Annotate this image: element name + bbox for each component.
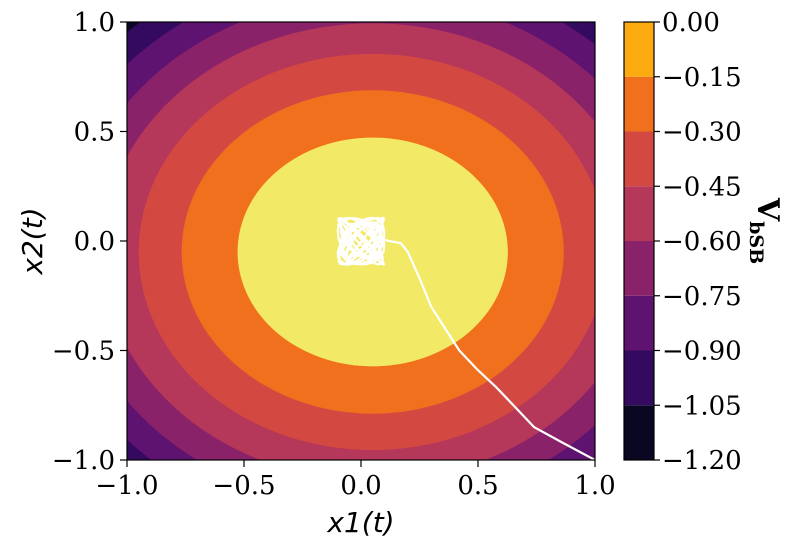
colorbar-label-sub: bSB [745, 221, 767, 264]
y-tick-label: −0.5 [52, 337, 115, 367]
colorbar [623, 21, 655, 461]
colorbar-segment [624, 241, 654, 296]
colorbar-tick-label: −0.15 [662, 63, 742, 93]
x-tick-label: 0.5 [457, 471, 498, 501]
colorbar-tick-label: −0.75 [662, 282, 742, 312]
x-tick-label: 1.0 [574, 471, 615, 501]
y-axis-label: x2(t) [16, 207, 49, 275]
trajectory-layer [336, 216, 595, 460]
colorbar-segment [624, 76, 654, 132]
colorbar-label-main: V [750, 197, 785, 222]
y-tick-label: 0.0 [74, 227, 115, 257]
x-tick-label: 0.0 [340, 471, 381, 501]
colorbar-segment [624, 350, 654, 406]
colorbar-ticks: 0.00 −0.15 −0.30 −0.45 −0.60 −0.75 −0.90 −1.05 −… [654, 8, 742, 476]
x-axis: −1.0 −0.5 0.0 0.5 1.0 [95, 460, 616, 501]
colorbar-tick-label: −0.90 [662, 337, 742, 367]
colorbar-tick-label: −0.60 [662, 227, 742, 257]
svg-text:VbSB: VbSB [745, 197, 785, 264]
y-tick-label: 0.5 [74, 118, 115, 148]
colorbar-tick-label: −1.05 [662, 391, 742, 421]
colorbar-segment [624, 131, 654, 187]
colorbar-segment [624, 295, 654, 351]
y-tick-label: −1.0 [52, 446, 115, 476]
x-tick-label: −1.0 [95, 471, 158, 501]
colorbar-tick-label: 0.00 [662, 8, 720, 38]
colorbar-segment [624, 186, 654, 241]
colorbar-segment [624, 405, 654, 460]
y-tick-label: 1.0 [74, 8, 115, 38]
contour-fill-layer [127, 22, 595, 460]
x-tick-label: −0.5 [212, 471, 275, 501]
colorbar-label: VbSB [745, 197, 785, 264]
colorbar-tick-label: −0.45 [662, 172, 742, 202]
trajectory-line [336, 216, 595, 460]
x-axis-label: x1(t) [326, 506, 394, 539]
y-axis: −1.0 −0.5 0.0 0.5 1.0 [52, 8, 127, 476]
colorbar-tick-label: −1.20 [662, 446, 742, 476]
colorbar-segment [624, 22, 654, 77]
colorbar-tick-label: −0.30 [662, 118, 742, 148]
